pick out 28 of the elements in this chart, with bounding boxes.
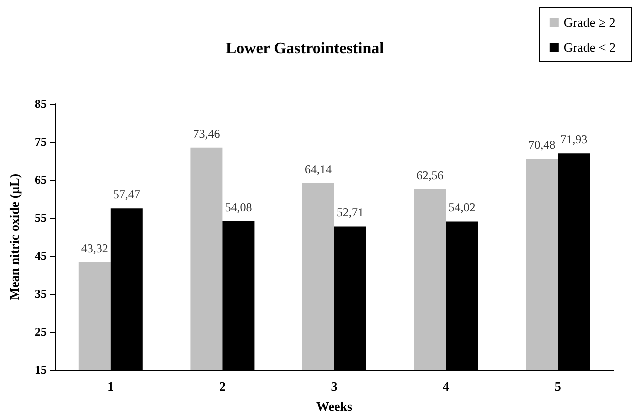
y-axis-title: Mean nitric oxide (µL) [7, 174, 22, 300]
y-tick-label: 25 [35, 325, 47, 339]
x-tick-label: 3 [331, 379, 338, 394]
x-tick-label: 5 [554, 379, 562, 394]
x-tick-label: 2 [219, 379, 226, 394]
y-tick-label: 15 [35, 363, 47, 377]
data-label: 70,48 [528, 138, 556, 152]
x-axis-title: Weeks [316, 399, 353, 414]
data-label: 62,56 [416, 168, 444, 182]
data-label: 52,71 [337, 206, 364, 220]
y-tick-label: 45 [35, 249, 47, 263]
data-label: 43,32 [81, 241, 108, 256]
data-label: 54,08 [225, 200, 252, 214]
data-label: 54,02 [448, 200, 476, 215]
data-label: 73,46 [193, 126, 220, 141]
y-tick-label: 35 [35, 287, 47, 301]
chart-title: Lower Gastrointestinal [226, 40, 385, 58]
legend-label: Grade ≥ 2 [564, 15, 616, 30]
y-tick-label: 75 [35, 135, 47, 149]
data-label: 64,14 [305, 162, 332, 176]
y-tick-label: 65 [35, 173, 47, 187]
x-tick-label: 4 [443, 379, 450, 394]
data-label: 71,93 [560, 132, 588, 147]
x-tick-label: 1 [108, 379, 114, 394]
y-tick-label: 55 [35, 211, 47, 225]
y-tick-label: 85 [35, 97, 47, 111]
data-label: 57,47 [113, 188, 140, 202]
legend-label: Grade < 2 [564, 40, 616, 55]
